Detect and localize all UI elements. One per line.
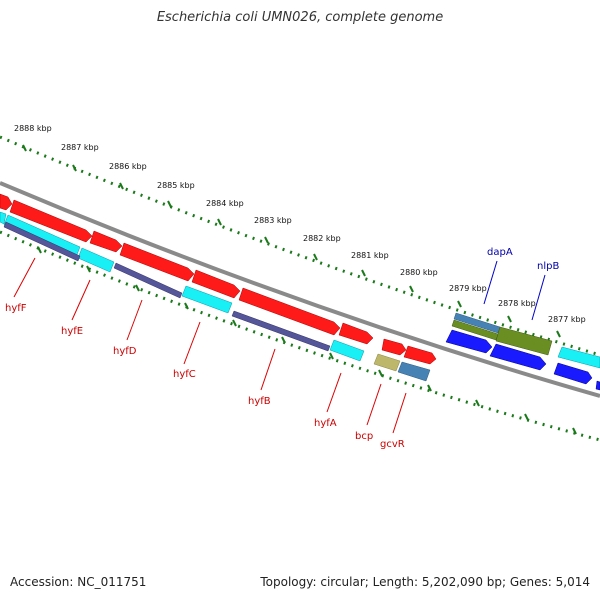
cds-bar[interactable] <box>373 353 401 372</box>
gene-label-hyfe[interactable]: hyfE <box>61 326 83 337</box>
gene-label-hyff[interactable]: hyfF <box>5 303 27 314</box>
cds-bar[interactable] <box>77 247 115 273</box>
accession-text: Accession: NC_011751 <box>10 575 147 589</box>
gene-arrow[interactable] <box>595 380 600 391</box>
cds-bar[interactable] <box>0 211 7 225</box>
gene-arrow[interactable] <box>489 343 547 371</box>
cds-bar[interactable] <box>453 312 501 334</box>
topology-text: Topology: circular; Length: 5,202,090 bp… <box>260 575 590 589</box>
cds-bar[interactable] <box>181 285 233 314</box>
gene-arrow[interactable] <box>89 230 123 253</box>
tick-label: 2880 kbp <box>400 268 438 277</box>
major-ticks-inner <box>37 246 577 435</box>
gene-arrow[interactable] <box>338 322 374 345</box>
gene-label-hyfc[interactable]: hyfC <box>173 369 196 380</box>
gene-arrow[interactable] <box>191 269 241 299</box>
cds-bar[interactable] <box>495 326 553 356</box>
tick-label: 2885 kbp <box>157 181 195 190</box>
gene-arrow[interactable] <box>238 287 341 336</box>
gene-arrow[interactable] <box>119 242 195 282</box>
inner-tick-row <box>0 230 600 442</box>
tick-label: 2877 kbp <box>548 315 586 324</box>
gene-label-hyfa[interactable]: hyfA <box>314 418 337 429</box>
tick-label: 2882 kbp <box>303 234 341 243</box>
tick-label: 2884 kbp <box>206 199 244 208</box>
rna-bar[interactable] <box>113 262 183 299</box>
rna-bar[interactable] <box>3 221 81 262</box>
cds-bar[interactable] <box>329 339 365 362</box>
gene-features-reverse <box>0 193 600 382</box>
label-leaders-red <box>13 257 407 434</box>
genome-backbone <box>0 181 600 398</box>
gene-label-hyfb[interactable]: hyfB <box>248 396 271 407</box>
gene-arrow[interactable] <box>403 345 437 365</box>
map-title: Escherichia coli UMN026, complete genome <box>156 10 444 25</box>
tick-label: 2883 kbp <box>254 216 292 225</box>
gene-features-forward <box>445 312 600 391</box>
gene-label-gcvr[interactable]: gcvR <box>380 439 405 450</box>
tick-label: 2888 kbp <box>14 124 52 133</box>
tick-label: 2886 kbp <box>109 162 147 171</box>
major-ticks-outer <box>22 144 561 338</box>
gene-arrow[interactable] <box>553 362 593 385</box>
cds-bar[interactable] <box>557 346 600 369</box>
gene-label-hyfd[interactable]: hyfD <box>113 346 137 357</box>
gene-arrow[interactable] <box>0 193 13 211</box>
gene-label-nlpb[interactable]: nlpB <box>537 261 559 272</box>
gene-label-bcp[interactable]: bcp <box>355 431 373 442</box>
tick-label: 2878 kbp <box>498 299 536 308</box>
label-leaders-blue <box>483 260 546 321</box>
cds-bar[interactable] <box>397 361 431 382</box>
tick-label: 2879 kbp <box>449 284 487 293</box>
gene-label-dapa[interactable]: dapA <box>487 247 513 258</box>
tick-label: 2887 kbp <box>61 143 99 152</box>
gene-arrow[interactable] <box>445 329 493 354</box>
gene-arrow[interactable] <box>9 199 93 243</box>
tick-label: 2881 kbp <box>351 251 389 260</box>
cds-bar[interactable] <box>451 319 499 341</box>
rna-bar[interactable] <box>231 310 331 352</box>
gene-arrow[interactable] <box>381 338 407 356</box>
